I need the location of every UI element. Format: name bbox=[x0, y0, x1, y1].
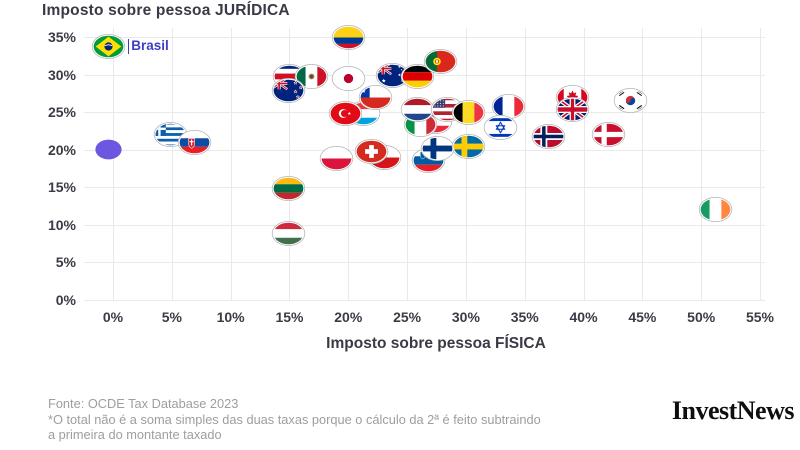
brasil-annotation: Brasil bbox=[128, 38, 169, 54]
gridline-horizontal bbox=[84, 36, 765, 38]
gridline-horizontal bbox=[84, 187, 765, 189]
marker-pl-flag[interactable] bbox=[319, 145, 354, 172]
gridline-vertical bbox=[759, 28, 761, 301]
marker-gb-flag[interactable] bbox=[555, 96, 590, 123]
y-tick-label: 5% bbox=[55, 254, 76, 271]
gridline-vertical bbox=[171, 28, 173, 301]
gridline-vertical bbox=[642, 28, 644, 301]
x-tick-label: 5% bbox=[161, 309, 182, 325]
footnote-line-2: a primeira do montante taxado bbox=[48, 427, 222, 442]
chart-title: Imposto sobre pessoa JURÍDICA bbox=[42, 2, 290, 19]
marker-dk-flag[interactable] bbox=[591, 121, 626, 148]
marker-tr-flag[interactable] bbox=[328, 100, 363, 127]
marker-lt-flag[interactable] bbox=[271, 175, 306, 202]
y-tick-label: 0% bbox=[55, 292, 76, 308]
marker-gr-flag[interactable] bbox=[153, 121, 188, 148]
x-tick-label: 15% bbox=[275, 309, 304, 325]
gridline-vertical bbox=[289, 28, 291, 301]
y-tick-label: 35% bbox=[47, 28, 76, 45]
marker-se-flag[interactable] bbox=[451, 133, 486, 160]
marker-jp-flag[interactable] bbox=[331, 65, 366, 92]
marker-hu-flag[interactable] bbox=[271, 220, 306, 247]
gridline-vertical bbox=[583, 28, 585, 301]
x-tick-label: 35% bbox=[510, 309, 539, 325]
gridline-vertical bbox=[701, 28, 703, 301]
marker-dot[interactable] bbox=[91, 136, 126, 163]
marker-ie-flag[interactable] bbox=[698, 196, 733, 223]
gridline-vertical bbox=[524, 28, 526, 301]
y-tick-label: 15% bbox=[47, 179, 76, 196]
y-tick-label: 20% bbox=[47, 141, 76, 158]
y-tick-label: 10% bbox=[47, 216, 76, 233]
marker-pt-flag[interactable] bbox=[423, 48, 458, 75]
x-tick-label: 50% bbox=[687, 309, 716, 325]
x-tick-label: 55% bbox=[745, 309, 774, 325]
marker-nz-flag[interactable] bbox=[271, 77, 306, 104]
gridline-horizontal bbox=[84, 300, 765, 301]
marker-fr-flag[interactable] bbox=[491, 93, 526, 120]
marker-fi-flag[interactable] bbox=[420, 135, 455, 162]
marker-co-flag[interactable] bbox=[331, 24, 366, 51]
marker-us-flag[interactable] bbox=[430, 96, 465, 123]
marker-de-flag[interactable] bbox=[400, 63, 435, 90]
y-tick-label: 25% bbox=[47, 104, 76, 121]
footnote-line-1: *O total não é a soma simples das duas t… bbox=[48, 411, 541, 427]
marker-sk-flag[interactable] bbox=[177, 129, 212, 156]
x-axis-label: Imposto sobre pessoa FÍSICA bbox=[326, 335, 546, 352]
footer: Fonte: OCDE Tax Database 2023 *O total n… bbox=[48, 396, 541, 443]
marker-il-flag[interactable] bbox=[483, 114, 518, 141]
gridline-horizontal bbox=[84, 224, 765, 226]
y-tick-label: 30% bbox=[47, 66, 76, 83]
marker-kr-flag[interactable] bbox=[613, 87, 648, 114]
x-tick-label: 0% bbox=[102, 309, 124, 325]
investnews-logo[interactable]: InvestNews bbox=[671, 396, 795, 425]
marker-mx-flag[interactable] bbox=[294, 63, 329, 90]
marker-nl-flag[interactable] bbox=[400, 96, 435, 123]
x-tick-label: 25% bbox=[393, 309, 422, 325]
x-tick-label: 40% bbox=[569, 309, 598, 325]
gridline-horizontal bbox=[84, 262, 765, 264]
marker-cl-flag[interactable] bbox=[358, 84, 393, 111]
x-tick-label: 30% bbox=[451, 309, 480, 325]
x-tick-label: 10% bbox=[216, 309, 245, 325]
marker-br-flag[interactable] bbox=[91, 33, 126, 60]
x-tick-label: 20% bbox=[334, 309, 363, 325]
source-note: Fonte: OCDE Tax Database 2023 bbox=[48, 396, 239, 411]
x-tick-label: 45% bbox=[628, 309, 657, 325]
marker-ch-flag[interactable] bbox=[354, 138, 389, 165]
gridline-vertical bbox=[465, 28, 467, 301]
gridline-vertical bbox=[230, 28, 232, 301]
gridline-vertical bbox=[407, 28, 409, 301]
marker-be-flag[interactable] bbox=[451, 99, 486, 126]
marker-no-flag[interactable] bbox=[531, 123, 566, 150]
marker-au-flag[interactable] bbox=[375, 62, 410, 89]
gridline-vertical bbox=[113, 28, 114, 301]
